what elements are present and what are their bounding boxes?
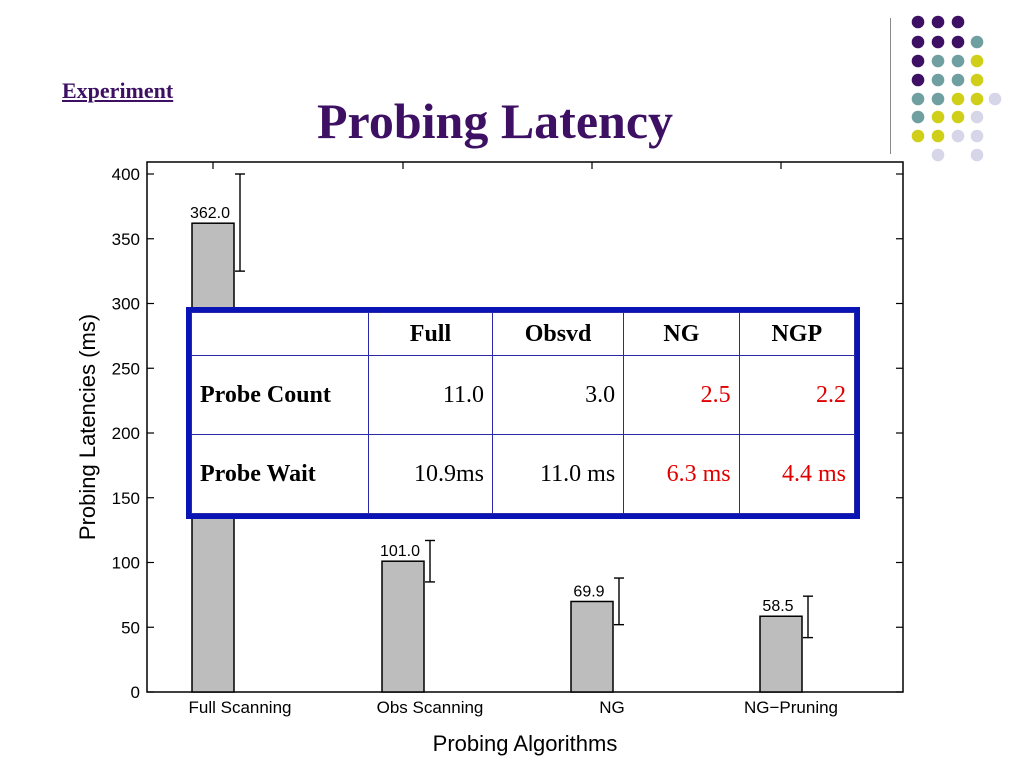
y-tick-label: 50: [121, 618, 140, 637]
decor-dot: [911, 35, 925, 49]
decor-dot: [931, 54, 945, 68]
table-header-cell: Obsvd: [491, 312, 625, 356]
summary-table: Full Obsvd NG NGP Probe Count 11.0 3.0 2…: [186, 307, 860, 519]
table-cell: 11.0: [368, 355, 493, 435]
y-tick-label: 350: [112, 230, 140, 249]
decor-dot: [951, 73, 965, 87]
decor-dot: [911, 73, 925, 87]
decor-dot: [951, 35, 965, 49]
decor-dot: [970, 35, 984, 49]
table-cell-highlight: 2.5: [623, 355, 740, 435]
table-header-cell: [191, 312, 369, 356]
decor-dot: [931, 73, 945, 87]
decor-dot: [931, 15, 945, 29]
y-axis-label: Probing Latencies (ms): [75, 314, 100, 540]
table-cell-highlight: 2.2: [738, 355, 856, 435]
x-axis-label: Probing Algorithms: [433, 731, 618, 756]
table-header-cell: NGP: [738, 312, 856, 356]
y-tick-label: 150: [112, 489, 140, 508]
table-header-cell: Full: [368, 312, 493, 356]
y-tick-label: 0: [131, 683, 140, 702]
data-label: 362.0: [190, 205, 230, 222]
decor-dot: [951, 15, 965, 29]
x-category-label: NG: [599, 698, 625, 717]
row-label: Probe Wait: [191, 434, 369, 514]
decor-dot: [988, 92, 1002, 106]
table-row: Probe Count 11.0 3.0 2.5 2.2: [191, 355, 856, 435]
slide-title: Probing Latency: [316, 93, 674, 149]
table-cell: 11.0 ms: [491, 434, 625, 514]
decor-dot: [970, 73, 984, 87]
bar-chart: 0 50 100 150 200 250 300 350 400 362.0 Full Scanni…: [75, 161, 904, 756]
divider-line: [890, 18, 891, 154]
x-category-label: Full Scanning: [188, 698, 291, 717]
bar: [759, 615, 803, 693]
plot-frame: [146, 161, 904, 693]
table-cell: 3.0: [491, 355, 625, 435]
decor-dot: [911, 15, 925, 29]
decor-dot: [970, 54, 984, 68]
y-tick-label: 400: [112, 165, 140, 184]
table-cell-highlight: 4.4 ms: [738, 434, 856, 514]
table-header-row: Full Obsvd NG NGP: [191, 312, 856, 356]
table-header-cell: NG: [623, 312, 740, 356]
data-label: 58.5: [762, 598, 793, 615]
y-tick-label: 250: [112, 359, 140, 378]
decor-dot: [931, 35, 945, 49]
experiment-link[interactable]: Experiment: [62, 78, 174, 103]
decor-dot: [951, 54, 965, 68]
x-category-label: Obs Scanning: [377, 698, 484, 717]
y-tick-label: 200: [112, 424, 140, 443]
table-row: Probe Wait 10.9ms 11.0 ms 6.3 ms 4.4 ms: [191, 434, 856, 514]
x-category-label: NG−Pruning: [744, 698, 838, 717]
data-label: 101.0: [380, 543, 420, 560]
decor-dot: [911, 54, 925, 68]
table-cell: 10.9ms: [368, 434, 493, 514]
bar: [570, 600, 614, 693]
data-label: 69.9: [573, 583, 604, 600]
bar: [381, 560, 425, 693]
table-cell-highlight: 6.3 ms: [623, 434, 740, 514]
y-tick-label: 300: [112, 295, 140, 314]
y-tick-label: 100: [112, 554, 140, 573]
row-label: Probe Count: [191, 355, 369, 435]
